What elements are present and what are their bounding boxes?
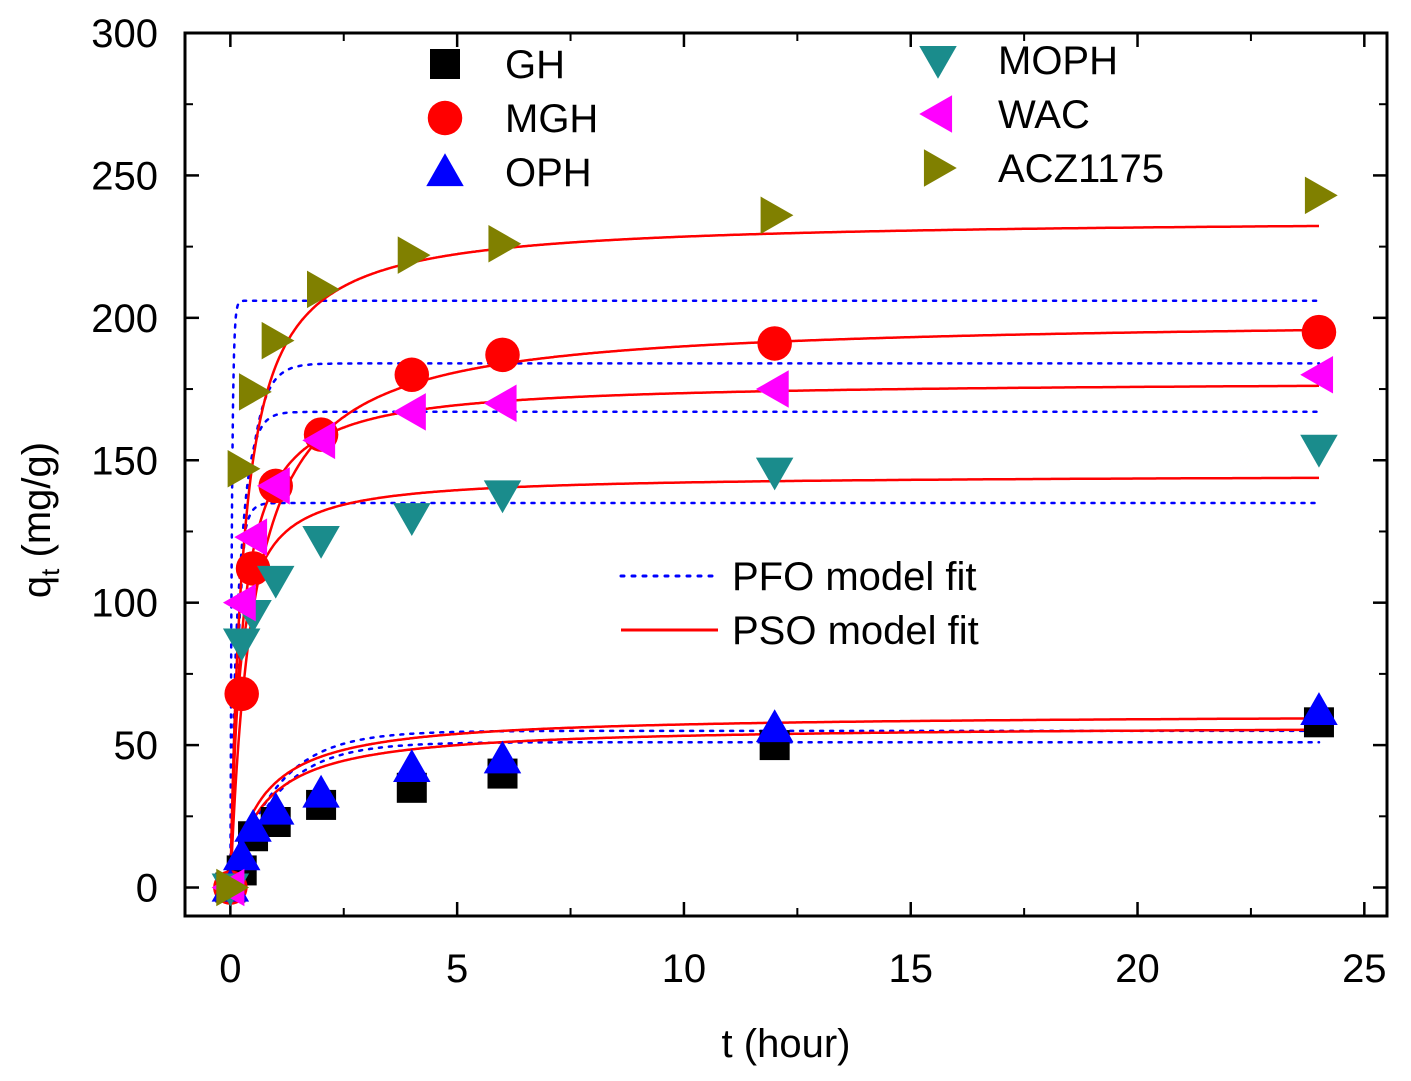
- point-acz1175: [238, 373, 272, 411]
- y-axis-title: qt (mg/g): [15, 442, 65, 598]
- legend-label-moph: MOPH: [998, 39, 1118, 83]
- point-wac: [393, 393, 426, 431]
- x-tick-label: 10: [662, 947, 707, 991]
- point-mgh: [224, 676, 259, 712]
- point-wac: [234, 518, 268, 556]
- point-oph: [222, 837, 261, 871]
- legend-label-gh: GH: [505, 43, 565, 87]
- legend-marker-wac: [919, 95, 953, 133]
- y-axis-title-main: q: [15, 576, 59, 598]
- legend-marker-oph: [426, 153, 464, 187]
- point-moph: [755, 457, 794, 491]
- y-tick-label: 50: [114, 724, 159, 768]
- y-axis-title-unit: (mg/g): [15, 442, 59, 569]
- legend-marker-mgh: [427, 100, 463, 136]
- legend-label-acz1175: ACZ1175: [998, 147, 1164, 191]
- point-moph: [393, 503, 431, 536]
- point-acz1175: [307, 270, 340, 309]
- legend-label-oph: OPH: [505, 151, 592, 195]
- legend-marker-moph: [919, 45, 957, 79]
- x-tick-label: 0: [219, 947, 241, 991]
- point-wac: [1300, 356, 1334, 394]
- legend-label-pfo: PFO model fit: [732, 555, 977, 599]
- point-oph: [393, 749, 431, 782]
- y-tick-label: 100: [91, 582, 158, 626]
- plot-frame: [183, 31, 1389, 918]
- point-moph: [1300, 434, 1338, 468]
- point-acz1175: [1304, 176, 1338, 215]
- point-oph: [755, 709, 794, 743]
- y-tick-label: 300: [91, 12, 158, 56]
- point-acz1175: [397, 236, 431, 274]
- point-mgh: [485, 337, 520, 373]
- point-mgh: [1301, 314, 1337, 350]
- legend-marker-gh: [430, 49, 460, 79]
- point-wac: [483, 384, 517, 423]
- legend: GH MGH OPH MOPH WAC ACZ1175 PFO model fit PSO m…: [426, 39, 1164, 653]
- point-acz1175: [227, 450, 261, 488]
- point-oph: [1300, 692, 1338, 725]
- pfo-fit-gh: [229, 740, 1321, 889]
- point-mgh: [394, 357, 430, 393]
- point-acz1175: [488, 225, 522, 263]
- point-wac: [222, 583, 256, 622]
- legend-marker-acz1175: [923, 149, 957, 187]
- y-tick-label: 250: [91, 154, 158, 198]
- point-mgh: [757, 326, 792, 361]
- y-tick-label: 200: [91, 297, 158, 341]
- point-acz1175: [216, 868, 250, 907]
- pfo-fit-acz1175: [229, 299, 1321, 889]
- pfo-fit-oph: [229, 729, 1321, 889]
- y-tick-label: 150: [91, 439, 158, 483]
- point-oph: [256, 791, 295, 825]
- legend-label-mgh: MGH: [505, 97, 598, 141]
- point-moph: [302, 525, 340, 559]
- point-oph: [302, 774, 340, 808]
- y-tick-label: 0: [136, 867, 158, 911]
- y-axis-title-sub: t: [35, 568, 65, 576]
- point-acz1175: [760, 196, 794, 235]
- x-tick-label: 25: [1342, 947, 1387, 991]
- pfo-fit-wac: [229, 410, 1321, 889]
- data-markers: [211, 176, 1338, 907]
- point-oph: [483, 740, 522, 774]
- legend-label-wac: WAC: [998, 93, 1090, 137]
- point-moph: [222, 628, 261, 662]
- pfo-fit-moph: [229, 501, 1321, 889]
- point-acz1175: [261, 321, 295, 360]
- x-tick-label: 5: [446, 947, 468, 991]
- x-axis-title: t (hour): [722, 1022, 851, 1066]
- legend-label-pso: PSO model fit: [732, 609, 979, 653]
- point-wac: [302, 421, 336, 460]
- point-moph: [256, 565, 295, 599]
- point-wac: [755, 370, 789, 408]
- point-oph: [234, 808, 272, 842]
- point-moph: [483, 480, 522, 514]
- point-mgh: [235, 551, 271, 586]
- point-wac: [256, 467, 290, 505]
- x-tick-label: 15: [888, 947, 933, 991]
- x-tick-label: 20: [1115, 947, 1160, 991]
